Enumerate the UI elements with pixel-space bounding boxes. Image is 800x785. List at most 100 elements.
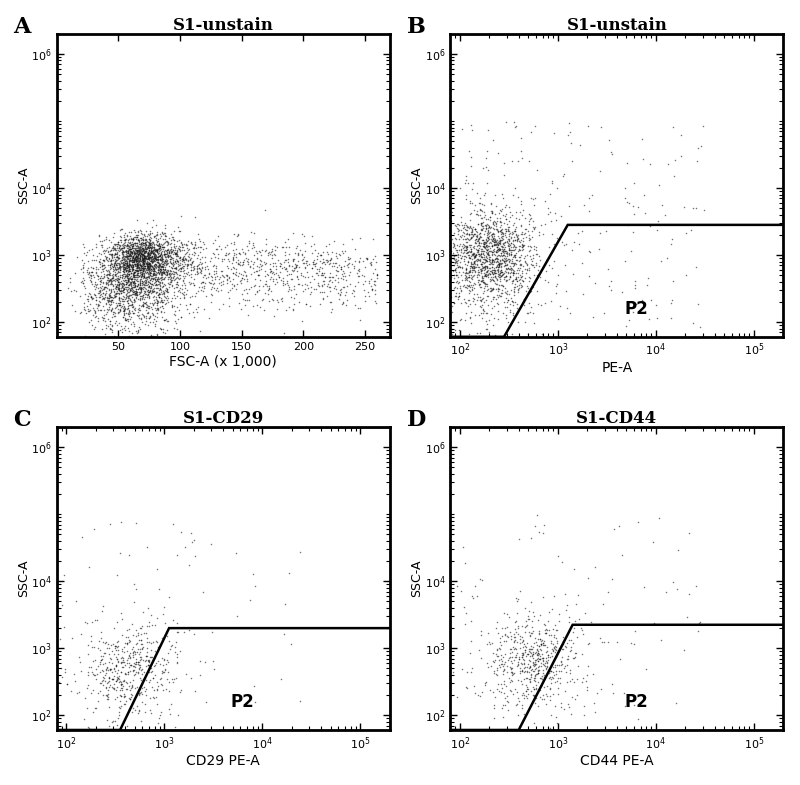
- Point: [515, 267, 528, 279]
- Point: [151, 256, 164, 268]
- Point: [172, 626, 185, 638]
- Point: [362, 289, 375, 301]
- Point: [526, 225, 538, 237]
- Point: [123, 252, 136, 265]
- Point: [501, 288, 514, 301]
- Point: [598, 635, 610, 648]
- Point: [138, 250, 150, 262]
- Point: [130, 264, 143, 276]
- Point: [158, 666, 170, 678]
- Point: [112, 288, 125, 301]
- Point: [496, 287, 509, 299]
- Point: [101, 313, 114, 326]
- Point: [130, 265, 142, 278]
- Point: [101, 689, 114, 702]
- Point: [492, 266, 505, 279]
- Point: [480, 278, 493, 290]
- Point: [137, 242, 150, 254]
- Point: [482, 232, 495, 245]
- Point: [165, 228, 178, 240]
- Point: [510, 699, 522, 711]
- Point: [486, 249, 498, 261]
- Point: [463, 274, 476, 287]
- Point: [116, 238, 129, 250]
- Point: [481, 317, 494, 330]
- Point: [527, 269, 540, 282]
- Point: [98, 291, 110, 304]
- Point: [482, 245, 495, 257]
- Point: [471, 261, 484, 273]
- Point: [594, 121, 607, 133]
- Point: [129, 281, 142, 294]
- Point: [102, 276, 114, 288]
- Point: [483, 253, 496, 265]
- Point: [470, 255, 483, 268]
- Point: [463, 197, 476, 210]
- Point: [278, 278, 291, 290]
- Point: [107, 279, 120, 292]
- Point: [187, 242, 200, 254]
- Point: [299, 245, 312, 257]
- Point: [598, 307, 611, 319]
- Point: [522, 264, 535, 276]
- Point: [130, 286, 143, 298]
- Point: [502, 237, 515, 250]
- Point: [520, 620, 533, 633]
- Point: [467, 203, 480, 216]
- Point: [577, 627, 590, 640]
- Point: [149, 243, 162, 256]
- Point: [470, 237, 482, 250]
- Point: [483, 638, 496, 651]
- Point: [120, 637, 133, 649]
- Point: [465, 222, 478, 235]
- Point: [157, 261, 170, 273]
- Point: [150, 251, 162, 264]
- Point: [122, 302, 134, 315]
- Point: [117, 261, 130, 273]
- Point: [120, 676, 133, 688]
- Point: [482, 243, 494, 255]
- Point: [506, 327, 518, 340]
- Point: [119, 257, 132, 270]
- Point: [496, 243, 509, 255]
- Point: [556, 236, 569, 248]
- Point: [511, 620, 524, 633]
- Point: [88, 310, 101, 323]
- Point: [88, 321, 101, 334]
- Point: [142, 246, 154, 258]
- Point: [178, 251, 191, 264]
- Point: [147, 267, 160, 279]
- Point: [104, 298, 117, 311]
- Point: [249, 279, 262, 291]
- Point: [76, 238, 89, 250]
- Point: [148, 312, 161, 325]
- Point: [130, 244, 142, 257]
- Point: [178, 276, 190, 289]
- Point: [125, 299, 138, 312]
- Point: [97, 658, 110, 670]
- Point: [470, 243, 482, 256]
- Point: [149, 659, 162, 671]
- Point: [494, 266, 507, 279]
- Point: [113, 261, 126, 273]
- Point: [160, 253, 173, 265]
- Point: [184, 259, 197, 272]
- Point: [122, 261, 135, 273]
- Point: [134, 249, 146, 261]
- Point: [148, 246, 161, 259]
- Point: [628, 282, 641, 294]
- Point: [501, 254, 514, 267]
- Point: [462, 280, 475, 293]
- Point: [151, 248, 164, 261]
- Point: [160, 312, 173, 325]
- Point: [248, 240, 261, 253]
- Point: [134, 232, 147, 244]
- Point: [352, 301, 365, 314]
- Point: [500, 223, 513, 235]
- Point: [366, 232, 379, 245]
- Point: [462, 267, 474, 279]
- Point: [481, 265, 494, 278]
- Point: [262, 287, 274, 300]
- Point: [570, 631, 583, 644]
- Point: [531, 700, 544, 713]
